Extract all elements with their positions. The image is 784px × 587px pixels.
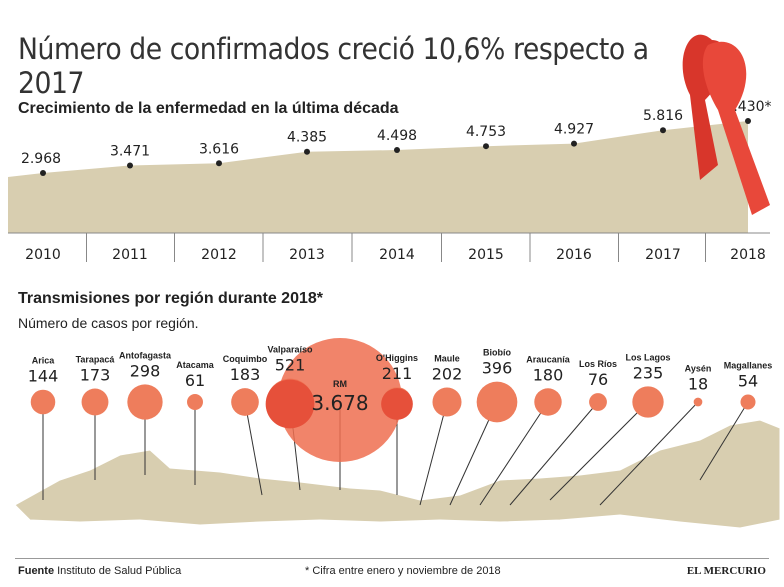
region-value: 235 bbox=[633, 363, 664, 382]
region-bubble bbox=[632, 386, 664, 418]
region-bubble bbox=[278, 338, 402, 462]
data-label: 3.616 bbox=[199, 141, 239, 157]
data-label: 4.753 bbox=[466, 124, 506, 140]
region-name: O'Higgins bbox=[376, 353, 418, 363]
footer-source-label: Fuente bbox=[18, 565, 55, 577]
x-tick-label: 2017 bbox=[645, 247, 681, 263]
footer-source: Instituto de Salud Pública bbox=[57, 565, 182, 577]
x-tick-label: 2018 bbox=[730, 247, 766, 263]
leader-line bbox=[479, 401, 549, 506]
data-label: 2.968 bbox=[21, 151, 61, 167]
region-name: Antofagasta bbox=[119, 350, 172, 360]
region-bubble bbox=[187, 394, 203, 410]
region-name: Los Lagos bbox=[625, 352, 670, 362]
data-label: 4.927 bbox=[554, 122, 594, 138]
region-name: RM bbox=[333, 379, 347, 389]
region-value: 61 bbox=[185, 371, 205, 390]
region-value: 298 bbox=[130, 361, 161, 380]
data-label: 5.816 bbox=[643, 108, 683, 124]
data-point bbox=[216, 160, 222, 167]
data-point bbox=[127, 162, 133, 169]
region-bubble bbox=[432, 387, 462, 417]
region-value: 396 bbox=[482, 359, 513, 378]
footer-divider bbox=[15, 558, 769, 559]
region-value: 173 bbox=[80, 366, 111, 385]
region-bubble bbox=[231, 388, 259, 416]
region-value: 211 bbox=[382, 364, 413, 383]
region-value: 76 bbox=[588, 370, 608, 389]
chart-subtitle-regions: Número de casos por región. bbox=[18, 315, 199, 331]
leader-line bbox=[419, 401, 448, 506]
region-name: Arica bbox=[32, 356, 56, 366]
region-name: Coquimbo bbox=[223, 354, 268, 364]
region-bubble bbox=[127, 384, 163, 420]
data-point bbox=[40, 170, 46, 176]
data-point bbox=[304, 148, 310, 155]
leader-line bbox=[699, 401, 749, 481]
leader-line bbox=[599, 401, 699, 506]
region-value: 180 bbox=[533, 365, 564, 384]
x-tick-label: 2011 bbox=[112, 247, 148, 263]
region-name: Biobío bbox=[483, 348, 511, 358]
x-tick-label: 2012 bbox=[201, 247, 237, 263]
data-point bbox=[483, 143, 489, 150]
data-label: 4.498 bbox=[377, 128, 417, 144]
data-point bbox=[745, 118, 751, 124]
region-name: Atacama bbox=[176, 360, 215, 370]
region-bubble bbox=[740, 394, 756, 410]
data-label: 4.385 bbox=[287, 130, 327, 146]
region-value: 54 bbox=[738, 371, 758, 390]
x-tick-label: 2015 bbox=[468, 247, 504, 263]
region-bubble bbox=[30, 389, 56, 415]
region-bubble bbox=[476, 381, 518, 423]
region-value: 521 bbox=[275, 356, 306, 375]
map-chile bbox=[14, 419, 781, 529]
data-label: 3.471 bbox=[110, 143, 150, 159]
region-bubble-overlap bbox=[381, 388, 413, 420]
region-bubble-overlap bbox=[265, 379, 315, 429]
page-title: Número de confirmados creció 10,6% respe… bbox=[18, 32, 649, 100]
data-point bbox=[571, 140, 577, 147]
leader-line bbox=[509, 401, 599, 506]
region-value: 202 bbox=[432, 364, 463, 383]
leader-line bbox=[244, 401, 263, 496]
region-value: 3.678 bbox=[311, 391, 368, 415]
region-value: 18 bbox=[688, 375, 708, 394]
chart-title-growth: Crecimiento de la enfermedad en la últim… bbox=[18, 100, 399, 117]
region-value: 144 bbox=[28, 367, 59, 386]
region-name: Valparaíso bbox=[267, 345, 313, 355]
x-tick-label: 2016 bbox=[556, 247, 592, 263]
leader-line bbox=[549, 401, 649, 501]
ribbon-icon bbox=[702, 41, 770, 215]
region-bubble bbox=[534, 388, 562, 416]
data-point bbox=[394, 147, 400, 154]
region-bubble bbox=[589, 393, 607, 411]
region-name: Maule bbox=[434, 353, 460, 363]
x-tick-label: 2013 bbox=[289, 247, 325, 263]
region-name: Magallanes bbox=[724, 360, 773, 370]
region-name: Los Ríos bbox=[579, 359, 617, 369]
chart-title-regions: Transmisiones por región durante 2018* bbox=[18, 290, 323, 307]
region-name: Aysén bbox=[685, 364, 712, 374]
data-point bbox=[660, 127, 666, 134]
region-bubble bbox=[81, 388, 109, 416]
region-name: Tarapacá bbox=[76, 355, 116, 365]
region-name: Araucanía bbox=[526, 354, 571, 364]
region-value: 183 bbox=[230, 365, 261, 384]
x-tick-label: 2010 bbox=[25, 247, 61, 263]
area-fill bbox=[8, 121, 748, 233]
footer-brand: EL MERCURIO bbox=[686, 565, 766, 577]
x-tick-label: 2014 bbox=[379, 247, 415, 263]
region-bubble bbox=[693, 397, 703, 407]
footer-note: * Cifra entre enero y noviembre de 2018 bbox=[305, 565, 501, 577]
